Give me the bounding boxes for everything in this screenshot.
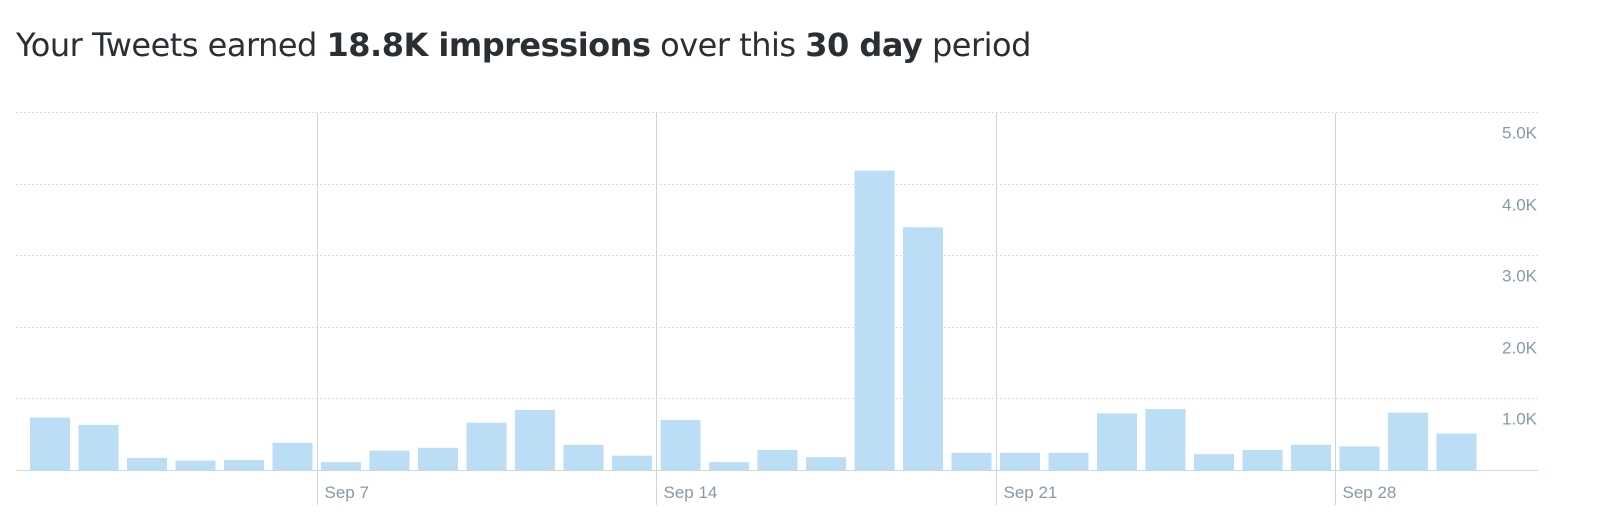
- x-tick-label: Sep 7: [325, 483, 369, 502]
- y-tick-label: 5.0K: [1502, 124, 1538, 143]
- bar: [1194, 454, 1234, 470]
- bar: [369, 450, 410, 470]
- bar: [951, 452, 992, 470]
- y-tick-label: 2.0K: [1502, 339, 1538, 358]
- grid-lines: [16, 112, 1538, 399]
- bar: [903, 227, 943, 470]
- bar: [78, 424, 119, 470]
- headline-impressions: 18.8K impressions: [326, 26, 651, 64]
- bar: [272, 442, 313, 470]
- chart-headline: Your Tweets earned 18.8K impressions ove…: [16, 26, 1031, 64]
- x-tick-label: Sep 14: [664, 483, 718, 502]
- x-tick-label: Sep 28: [1343, 483, 1397, 502]
- bar: [515, 409, 555, 470]
- bar: [1291, 444, 1331, 470]
- bar: [612, 455, 652, 470]
- bar: [224, 460, 264, 470]
- bar: [1048, 452, 1089, 470]
- headline-suffix: period: [922, 26, 1031, 64]
- bar: [1097, 413, 1137, 470]
- headline-prefix: Your Tweets earned: [16, 26, 327, 64]
- bar: [854, 170, 895, 470]
- bar: [1339, 446, 1380, 470]
- x-tick-label: Sep 21: [1004, 483, 1058, 502]
- y-tick-label: 4.0K: [1502, 196, 1538, 215]
- y-axis-tick-labels: 1.0K 2.0K 3.0K 4.0K 5.0K: [1502, 124, 1538, 429]
- bar: [1436, 433, 1477, 470]
- bar: [563, 444, 604, 470]
- bar: [466, 422, 507, 470]
- bar: [175, 460, 216, 470]
- y-tick-label: 1.0K: [1502, 410, 1538, 429]
- bars: [30, 170, 1477, 470]
- bar: [660, 419, 701, 470]
- bar: [1145, 409, 1186, 470]
- headline-period: 30 day: [805, 26, 923, 64]
- bar: [418, 447, 458, 470]
- week-divider-lines: [317, 113, 1336, 505]
- bar: [709, 462, 749, 470]
- bar: [321, 462, 361, 470]
- bar: [757, 450, 798, 470]
- headline-middle: over this: [650, 26, 806, 64]
- bar: [806, 457, 846, 470]
- x-axis-tick-labels: Sep 7 Sep 14 Sep 21 Sep 28: [325, 483, 1397, 502]
- bar: [30, 417, 70, 470]
- bar: [1000, 452, 1040, 470]
- y-tick-label: 3.0K: [1502, 267, 1538, 286]
- bar: [1388, 412, 1428, 470]
- bar: [127, 457, 167, 470]
- bar: [1242, 450, 1283, 470]
